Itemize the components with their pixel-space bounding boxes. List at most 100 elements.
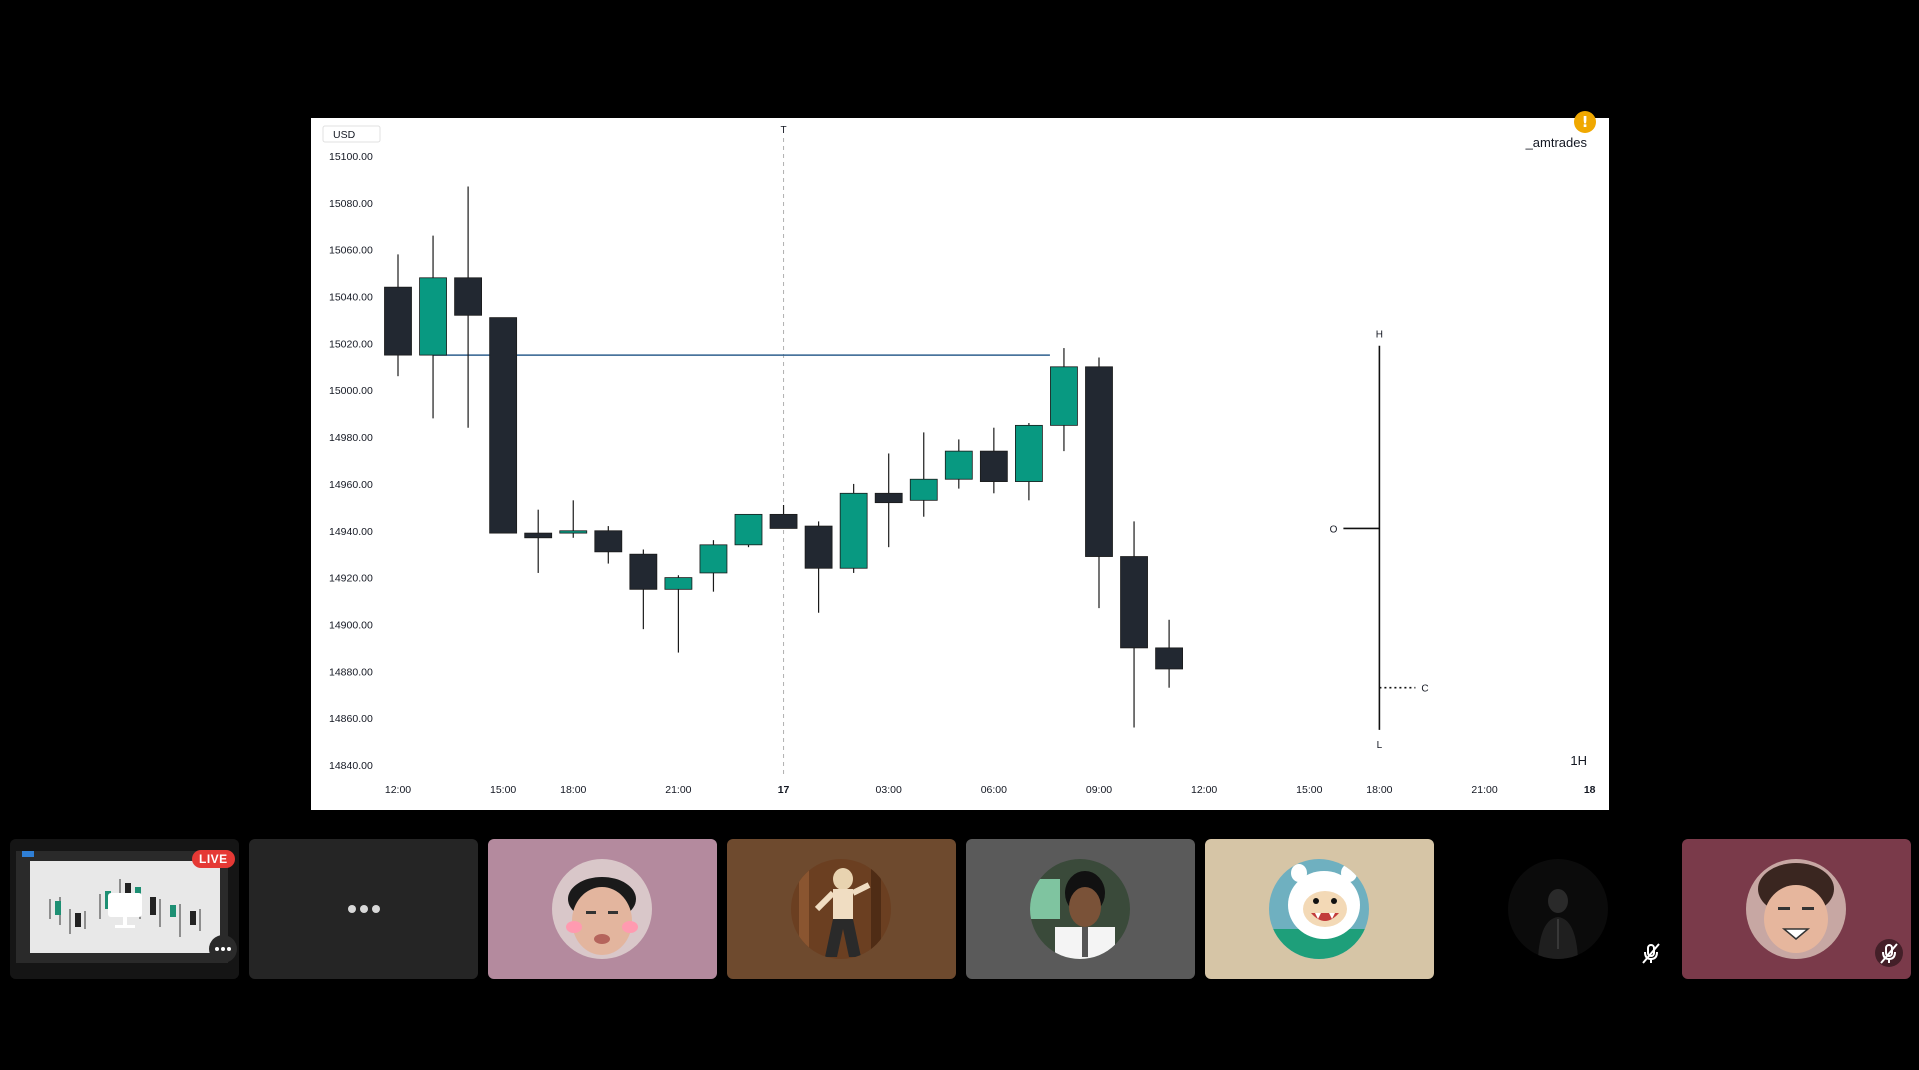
- currency-box: [322, 125, 381, 143]
- candle: [1155, 619, 1183, 688]
- more-options-icon[interactable]: [209, 935, 237, 963]
- candle: [524, 509, 553, 573]
- candle-body: [804, 525, 833, 569]
- candle-body: [769, 513, 798, 529]
- candle-body: [1155, 647, 1183, 670]
- avatar: [552, 859, 652, 959]
- candle: [909, 432, 938, 517]
- candle-body: [384, 286, 412, 356]
- avatar: [1746, 859, 1846, 959]
- candle: [769, 505, 798, 529]
- participant-tile-2[interactable]: [727, 839, 956, 979]
- candle: [594, 526, 623, 564]
- watermark-label: _amtrades: [1525, 135, 1588, 150]
- avatar: [1030, 859, 1130, 959]
- candle-body: [1015, 424, 1043, 482]
- x-tick-label: 12:00: [1191, 784, 1217, 796]
- candle-body: [664, 577, 693, 590]
- x-tick-label: 15:00: [1296, 784, 1322, 796]
- range-low-label: L: [1377, 740, 1383, 751]
- alert-icon[interactable]: !: [1574, 111, 1596, 133]
- candle-body: [909, 478, 938, 501]
- x-tick-label: 17: [778, 784, 790, 796]
- participant-tile-3[interactable]: [966, 839, 1195, 979]
- participant-tile-4[interactable]: [1205, 839, 1434, 979]
- candle-body: [944, 450, 973, 480]
- x-tick-label: 18:00: [1366, 784, 1392, 796]
- candle: [419, 235, 447, 419]
- mic-muted-icon: [1637, 939, 1665, 967]
- x-tick-label: 15:00: [490, 784, 516, 796]
- participant-tile-5[interactable]: [1444, 839, 1673, 979]
- candle-body: [1120, 556, 1148, 649]
- y-tick-label: 14860.00: [329, 713, 373, 725]
- candle-body: [734, 513, 763, 546]
- x-tick-label: 03:00: [876, 784, 902, 796]
- candle-body: [874, 492, 903, 504]
- candle: [874, 453, 903, 548]
- participant-tile-6[interactable]: [1682, 839, 1911, 979]
- avatar: [1508, 859, 1608, 959]
- range-close-label: C: [1421, 684, 1428, 695]
- more-participants-tile[interactable]: [249, 839, 478, 979]
- y-axis: 15100.00 15080.00 15060.00 15040.00 15020.00…: [329, 151, 373, 772]
- candle: [944, 439, 973, 489]
- session-divider-label: T: [780, 125, 786, 136]
- x-tick-label: 18:00: [560, 784, 586, 796]
- y-tick-label: 14840.00: [329, 760, 373, 772]
- participant-tile-1[interactable]: [488, 839, 717, 979]
- x-tick-label: 21:00: [1471, 784, 1497, 796]
- candle-body: [419, 277, 447, 356]
- currency-label: USD: [333, 129, 356, 141]
- avatar: [1269, 859, 1369, 959]
- candle: [1120, 521, 1148, 728]
- y-tick-label: 14900.00: [329, 619, 373, 631]
- candle-body: [489, 317, 518, 534]
- x-tick-label: 18: [1584, 784, 1596, 796]
- x-tick-label: 21:00: [665, 784, 691, 796]
- chart-overlays: T: [433, 125, 1050, 778]
- x-tick-label: 09:00: [1086, 784, 1112, 796]
- candle: [559, 500, 588, 538]
- range-marker: H L O C: [1330, 330, 1429, 751]
- x-tick-label: 12:00: [385, 784, 411, 796]
- participant-strip: LIVE: [0, 839, 1919, 980]
- candle: [699, 540, 728, 592]
- more-dots-icon: [249, 839, 478, 979]
- candle: [979, 427, 1008, 494]
- candlestick-chart[interactable]: USD _amtrades 1H 15100.00 15080.00 15060.0…: [311, 118, 1609, 810]
- y-tick-label: 14980.00: [329, 432, 373, 444]
- y-tick-label: 14880.00: [329, 666, 373, 678]
- present-icon: [108, 893, 142, 928]
- y-tick-label: 15000.00: [329, 385, 373, 397]
- candles: [384, 186, 1183, 728]
- timeframe-label: 1H: [1570, 753, 1587, 768]
- candle: [664, 575, 693, 653]
- screen-share-tile[interactable]: LIVE: [10, 839, 239, 979]
- live-badge: LIVE: [192, 850, 235, 868]
- y-tick-label: 15080.00: [329, 198, 373, 210]
- avatar: [791, 859, 891, 959]
- candle-body: [454, 277, 483, 316]
- candle-body: [1050, 366, 1078, 426]
- y-tick-label: 15020.00: [329, 338, 373, 350]
- candle: [384, 254, 412, 377]
- y-tick-label: 15040.00: [329, 292, 373, 304]
- candle: [1015, 423, 1043, 501]
- chart-panel[interactable]: USD _amtrades 1H 15100.00 15080.00 15060.0…: [311, 118, 1609, 810]
- y-tick-label: 15060.00: [329, 245, 373, 257]
- candle: [839, 483, 868, 573]
- range-open-label: O: [1330, 524, 1338, 535]
- candle-body: [524, 532, 553, 539]
- candle-body: [1085, 366, 1113, 557]
- y-tick-label: 14940.00: [329, 526, 373, 538]
- x-axis: 12:00 15:00 18:00 21:00 17 03:00 06:00 09:00 12:…: [385, 784, 1596, 796]
- candle: [804, 521, 833, 613]
- candle: [489, 317, 518, 534]
- y-tick-label: 14920.00: [329, 573, 373, 585]
- y-tick-label: 15100.00: [329, 151, 373, 163]
- candle-body: [979, 450, 1008, 482]
- candle: [1085, 357, 1113, 609]
- candle-body: [699, 544, 728, 574]
- candle: [1050, 348, 1078, 452]
